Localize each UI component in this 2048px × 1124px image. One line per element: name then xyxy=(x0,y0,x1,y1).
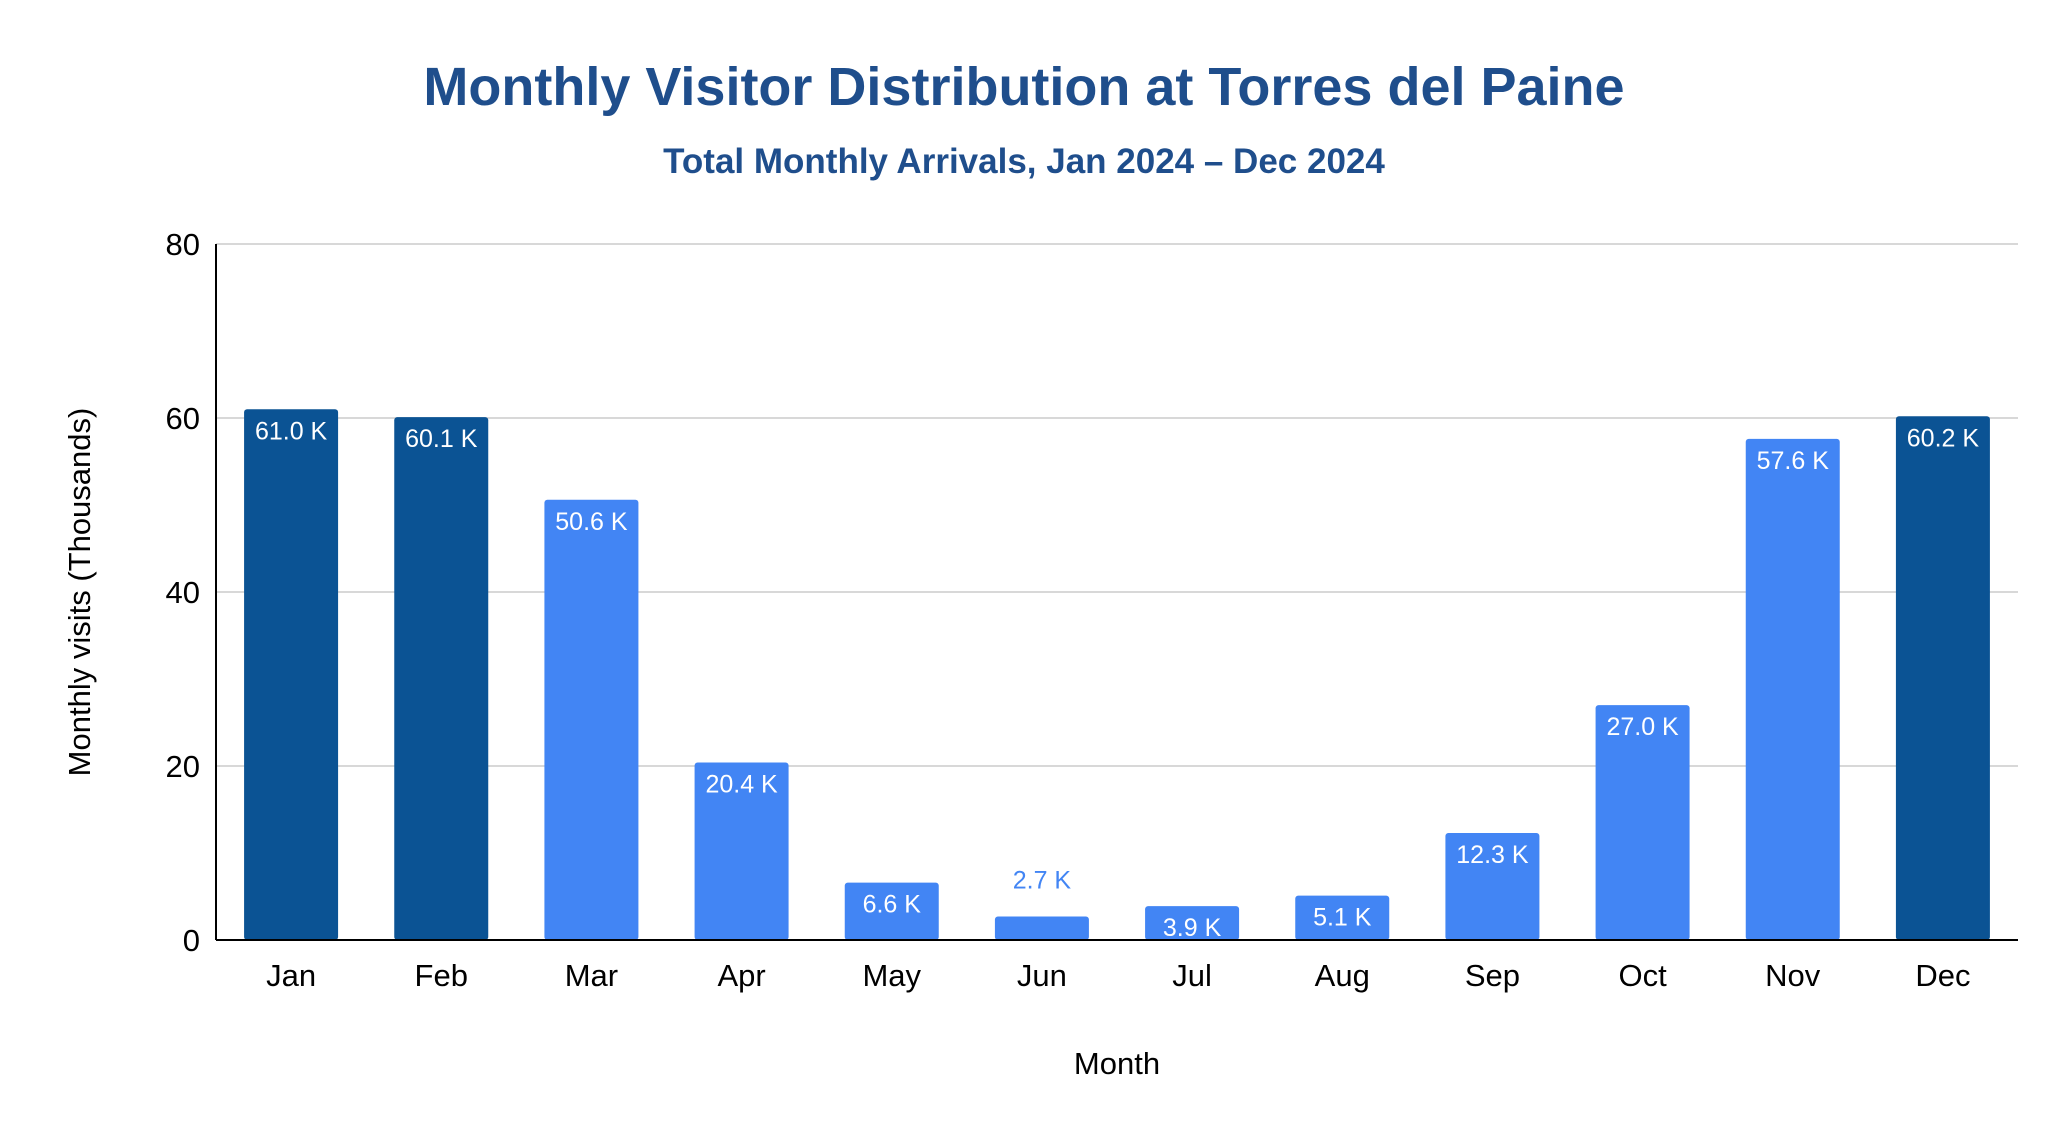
x-axis-ticks: Jan Feb Mar Apr May Jun Jul Aug Sep Oct Nov Dec xyxy=(266,958,1970,993)
y-tick-label: 40 xyxy=(166,575,200,610)
bar-aug xyxy=(1295,895,1390,940)
grid-lines xyxy=(216,243,2018,767)
data-label-apr: 20.4 K xyxy=(705,771,778,799)
bar-oct xyxy=(1595,705,1690,940)
x-tick-label-mar: Mar xyxy=(565,958,618,993)
bar-dec xyxy=(1895,416,1990,940)
chart-title: Monthly Visitor Distribution at Torres d… xyxy=(423,57,1625,117)
y-tick-label: 60 xyxy=(166,401,200,436)
data-label-jun: 2.7 K xyxy=(1013,867,1072,895)
x-axis-title: Month xyxy=(1074,1046,1160,1081)
y-tick-label: 20 xyxy=(166,749,200,784)
x-tick-label-jan: Jan xyxy=(266,958,316,993)
data-label-mar: 50.6 K xyxy=(555,508,628,536)
data-label-dec: 60.2 K xyxy=(1907,424,1980,452)
data-label-jan: 61.0 K xyxy=(255,417,328,445)
y-axis-title: Monthly visits (Thousands) xyxy=(62,408,97,777)
y-tick-label: 80 xyxy=(166,227,200,262)
x-tick-label-aug: Aug xyxy=(1315,958,1370,993)
bars xyxy=(244,409,1990,940)
bar-mar xyxy=(544,499,639,940)
x-tick-label-oct: Oct xyxy=(1618,958,1667,993)
bar-sep xyxy=(1445,832,1540,940)
data-label-sep: 12.3 K xyxy=(1456,841,1529,869)
bar-jun xyxy=(994,916,1089,940)
y-axis-ticks: 0 20 40 60 80 xyxy=(166,227,200,958)
y-tick-label: 0 xyxy=(183,923,200,958)
x-tick-label-may: May xyxy=(862,958,921,993)
data-label-nov: 57.6 K xyxy=(1757,447,1830,475)
x-tick-label-sep: Sep xyxy=(1465,958,1520,993)
data-labels: 61.0 K 60.1 K 50.6 K 20.4 K 6.6 K 2.7 K 3.9 K 5… xyxy=(255,417,1979,942)
x-tick-label-apr: Apr xyxy=(717,958,765,993)
bar-apr xyxy=(694,762,789,940)
data-label-feb: 60.1 K xyxy=(405,425,478,453)
x-tick-label-jun: Jun xyxy=(1017,958,1067,993)
data-label-jul: 3.9 K xyxy=(1163,914,1222,942)
bar-feb xyxy=(394,417,489,940)
data-label-oct: 27.0 K xyxy=(1606,713,1679,741)
data-label-aug: 5.1 K xyxy=(1313,904,1372,932)
x-tick-label-jul: Jul xyxy=(1172,958,1212,993)
bar-jul xyxy=(1145,906,1240,940)
x-tick-label-feb: Feb xyxy=(415,958,468,993)
x-tick-label-nov: Nov xyxy=(1765,958,1821,993)
bar-nov xyxy=(1745,438,1840,940)
x-tick-label-dec: Dec xyxy=(1915,958,1970,993)
data-label-may: 6.6 K xyxy=(863,891,922,919)
bar-jan xyxy=(244,409,339,940)
chart-subtitle: Total Monthly Arrivals, Jan 2024 – Dec 2… xyxy=(663,142,1385,181)
bar-may xyxy=(844,882,939,940)
